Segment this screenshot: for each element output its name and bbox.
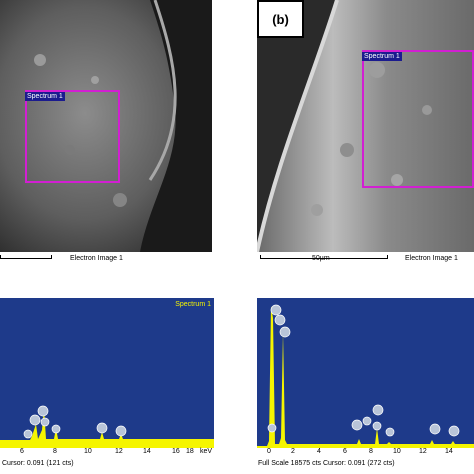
tick-label: 6 <box>20 448 24 455</box>
eds-axis-left: 6 8 10 12 14 16 18 keV <box>0 448 214 458</box>
tick-label: 12 <box>115 448 123 455</box>
eds-axis-right: 0 2 4 6 8 10 12 14 <box>257 448 474 458</box>
tick-label: 12 <box>419 448 427 455</box>
spectrum-area-box-right <box>362 50 474 188</box>
sem-texture-right <box>257 0 474 252</box>
spectrum-area-box-left <box>25 90 120 183</box>
eds-spectrum-left: Spectrum 1 <box>0 298 214 448</box>
eds-title-left: Spectrum 1 <box>175 301 211 308</box>
sem-texture-left <box>0 0 212 252</box>
tick-label: 8 <box>53 448 57 455</box>
spectrum-label-left: Spectrum 1 <box>25 92 65 101</box>
axis-unit: keV <box>200 448 213 455</box>
tick-label: 14 <box>143 448 151 455</box>
scale-bar-right <box>260 255 388 259</box>
scale-text-right: 50µm <box>312 255 330 262</box>
sem-caption-bar-left: Electron Image 1 <box>0 254 212 264</box>
tick-label: 0 <box>267 448 271 455</box>
eds-trace-right <box>257 304 474 448</box>
eds-footer-right: Full Scale 18575 cts Cursor: 0.091 (272 … <box>258 460 395 467</box>
electron-image-caption-left: Electron Image 1 <box>70 255 123 262</box>
sem-caption-bar-right: 50µm Electron Image 1 <box>257 254 474 264</box>
electron-image-caption-right: Electron Image 1 <box>405 255 458 262</box>
tick-label: 18 <box>186 448 194 455</box>
tick-label: 6 <box>343 448 347 455</box>
scale-line-left <box>0 255 52 259</box>
tick-label: 10 <box>393 448 401 455</box>
eds-trace-left <box>0 405 214 448</box>
tick-label: 14 <box>445 448 453 455</box>
sem-image-left: Spectrum 1 <box>0 0 212 252</box>
panel-letter-b: (b) <box>257 0 304 38</box>
tick-label: 10 <box>84 448 92 455</box>
tick-label: 2 <box>291 448 295 455</box>
tick-label: 4 <box>317 448 321 455</box>
eds-footer-left: Cursor: 0.091 (121 cts) <box>2 460 74 467</box>
sem-image-right: (b) Spectrum 1 <box>257 0 474 252</box>
tick-label: 16 <box>172 448 180 455</box>
spectrum-label-right: Spectrum 1 <box>362 52 402 61</box>
eds-spectrum-right <box>257 298 474 448</box>
tick-label: 8 <box>369 448 373 455</box>
